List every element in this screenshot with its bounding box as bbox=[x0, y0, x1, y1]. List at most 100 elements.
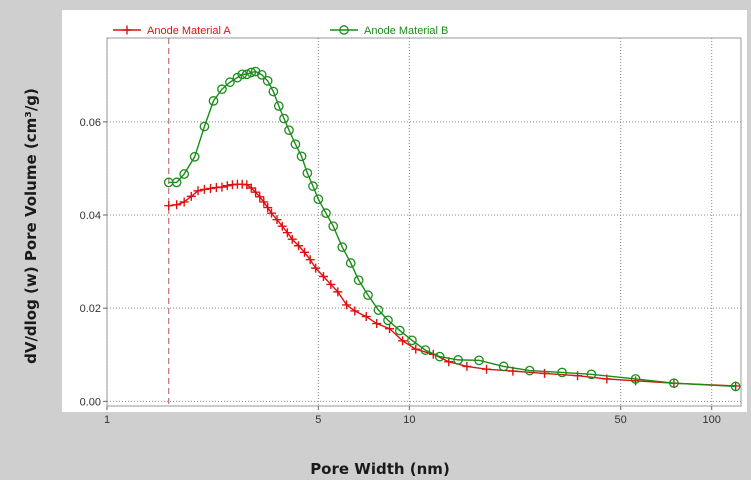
data-point-anode-material-a bbox=[266, 208, 276, 218]
data-point-anode-material-a bbox=[272, 215, 282, 225]
data-point-anode-material-b bbox=[669, 378, 679, 389]
data-point-anode-material-a bbox=[186, 191, 196, 201]
x-tick-label: 10 bbox=[403, 414, 415, 426]
data-point-anode-material-b bbox=[586, 369, 597, 380]
data-point-anode-material-b bbox=[208, 96, 219, 106]
data-point-anode-material-a bbox=[350, 306, 360, 316]
data-point-anode-material-b bbox=[321, 208, 331, 218]
data-point-anode-material-b bbox=[232, 72, 243, 83]
data-point-anode-material-b bbox=[353, 275, 364, 286]
data-point-anode-material-a bbox=[206, 183, 216, 193]
data-point-anode-material-b bbox=[171, 177, 182, 188]
data-point-anode-material-b bbox=[225, 77, 235, 88]
data-point-anode-material-b bbox=[273, 101, 284, 111]
data-point-anode-material-a bbox=[172, 200, 182, 210]
data-point-anode-material-a bbox=[333, 287, 343, 297]
data-point-anode-material-b bbox=[279, 113, 289, 124]
data-point-anode-material-a bbox=[372, 319, 382, 329]
data-point-anode-material-a bbox=[259, 197, 269, 207]
data-point-anode-material-b bbox=[284, 125, 294, 136]
x-tick-label: 100 bbox=[703, 414, 721, 426]
data-point-anode-material-b bbox=[383, 315, 393, 326]
data-point-anode-material-a bbox=[193, 186, 203, 196]
x-axis-title: Pore Width (nm) bbox=[310, 460, 450, 478]
legend-marker-anode-material-a bbox=[122, 25, 132, 35]
data-point-anode-material-a bbox=[251, 187, 261, 197]
data-point-anode-material-b bbox=[199, 121, 210, 132]
series-line-anode-material-b bbox=[168, 70, 736, 388]
data-point-anode-material-b bbox=[290, 139, 301, 150]
data-point-anode-material-b bbox=[337, 242, 348, 253]
data-point-anode-material-a bbox=[385, 324, 395, 334]
data-point-anode-material-a bbox=[573, 371, 583, 381]
data-point-anode-material-b bbox=[407, 335, 417, 346]
data-point-anode-material-b bbox=[434, 351, 445, 362]
data-point-anode-material-a bbox=[255, 192, 265, 202]
data-point-anode-material-b bbox=[394, 325, 405, 336]
data-point-anode-material-b bbox=[557, 367, 567, 378]
data-point-anode-material-b bbox=[363, 290, 373, 300]
data-point-anode-material-b bbox=[630, 374, 641, 384]
data-point-anode-material-a bbox=[263, 203, 273, 213]
data-point-anode-material-b bbox=[296, 151, 307, 162]
legend-label-anode-material-a: Anode Material A bbox=[147, 25, 231, 37]
data-point-anode-material-a bbox=[305, 255, 315, 265]
data-point-anode-material-b bbox=[179, 169, 190, 179]
data-point-anode-material-b bbox=[345, 258, 356, 268]
x-tick-label: 1 bbox=[104, 414, 110, 426]
data-point-anode-material-b bbox=[217, 84, 227, 95]
data-point-anode-material-b bbox=[373, 305, 384, 315]
data-point-anode-material-a bbox=[361, 312, 371, 322]
data-point-anode-material-b bbox=[420, 345, 431, 355]
data-point-anode-material-b bbox=[453, 355, 463, 365]
x-tick-label: 50 bbox=[615, 414, 627, 426]
data-point-anode-material-a bbox=[398, 336, 408, 346]
data-point-anode-material-a bbox=[294, 241, 304, 251]
data-point-anode-material-a bbox=[179, 197, 189, 207]
data-point-anode-material-b bbox=[237, 69, 248, 80]
data-point-anode-material-a bbox=[631, 376, 641, 386]
data-point-anode-material-a bbox=[222, 181, 232, 191]
data-point-anode-material-b bbox=[308, 181, 318, 191]
y-tick-label: 0.04 bbox=[80, 210, 101, 222]
data-point-anode-material-a bbox=[462, 361, 472, 371]
data-point-anode-material-a bbox=[326, 279, 336, 289]
y-tick-label: 0.02 bbox=[80, 303, 101, 315]
data-point-anode-material-a bbox=[342, 300, 352, 310]
legend: Anode Material A Anode Material B bbox=[113, 25, 448, 37]
data-point-anode-material-b bbox=[189, 151, 200, 162]
x-tick-label: 5 bbox=[315, 414, 321, 426]
data-point-anode-material-b bbox=[498, 361, 509, 372]
data-point-anode-material-b bbox=[524, 365, 535, 376]
legend-label-anode-material-b: Anode Material B bbox=[364, 25, 448, 37]
data-point-anode-material-a bbox=[246, 183, 256, 193]
data-point-anode-material-a bbox=[482, 364, 492, 374]
data-point-anode-material-a bbox=[411, 344, 421, 354]
data-point-anode-material-a bbox=[540, 368, 550, 378]
data-point-anode-material-a bbox=[299, 247, 309, 257]
series-anode-material-b bbox=[163, 66, 741, 392]
data-point-anode-material-a bbox=[164, 201, 174, 211]
data-point-anode-material-b bbox=[313, 194, 324, 205]
plot-panel bbox=[62, 10, 747, 412]
data-point-anode-material-a bbox=[217, 182, 227, 192]
legend-marker-anode-material-b bbox=[339, 25, 349, 35]
data-point-anode-material-a bbox=[199, 184, 209, 194]
data-point-anode-material-a bbox=[318, 272, 328, 282]
data-point-anode-material-b bbox=[262, 76, 273, 86]
axis-layer: 1 5 10 50 100 0.00 0.02 0.04 0.06 bbox=[80, 117, 721, 426]
y-axis-title: dV/dlog (w) Pore Volume (cm³/g) bbox=[22, 88, 40, 364]
data-point-anode-material-b bbox=[241, 69, 252, 80]
data-point-anode-material-b bbox=[302, 168, 313, 178]
data-point-anode-material-b bbox=[256, 69, 267, 80]
y-tick-label: 0.00 bbox=[80, 396, 101, 408]
series-layer bbox=[163, 66, 741, 392]
data-point-anode-material-b bbox=[474, 355, 484, 366]
data-point-anode-material-a bbox=[287, 234, 297, 244]
data-point-anode-material-a bbox=[282, 228, 292, 238]
data-point-anode-material-b bbox=[246, 67, 257, 78]
data-point-anode-material-b bbox=[730, 381, 741, 392]
data-point-anode-material-b bbox=[268, 86, 279, 97]
data-point-anode-material-a bbox=[311, 263, 321, 273]
